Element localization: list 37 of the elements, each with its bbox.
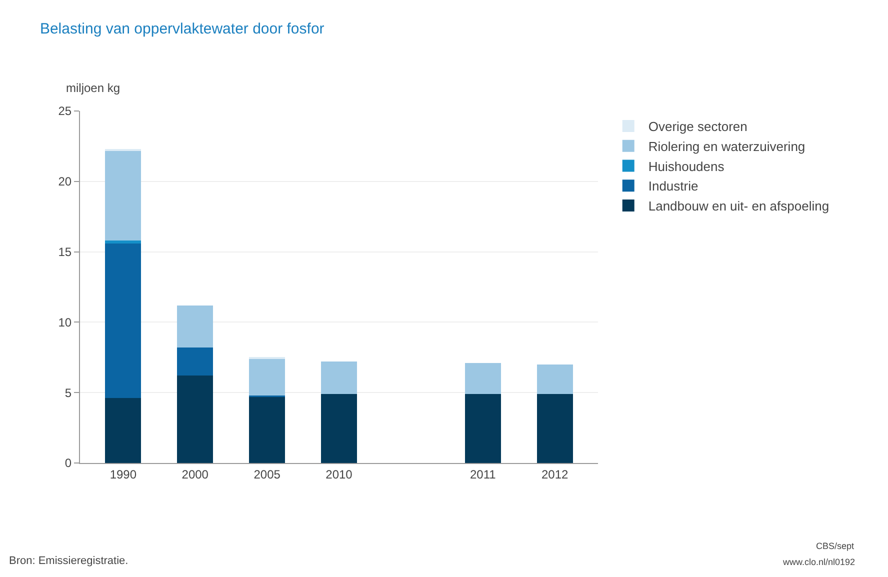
y-tick-label: 15 (58, 245, 72, 259)
bar (105, 240, 142, 244)
bar (536, 364, 573, 394)
legend-label: Landbouw en uit- en afspoeling (648, 198, 830, 214)
bar (249, 358, 286, 396)
legend-label: Riolering en waterzuivering (648, 138, 806, 154)
bar (536, 394, 573, 463)
text: Bron: Emissieregistratie. (9, 555, 128, 567)
bar (105, 150, 142, 241)
bar (105, 243, 142, 398)
y-tick-label: 25 (58, 104, 72, 118)
bar (105, 398, 142, 463)
legend-label: Industrie (648, 178, 698, 194)
x-tick-label: 1990 (110, 467, 137, 482)
x-tick-label: 2011 (470, 467, 496, 482)
bar (321, 362, 357, 394)
bar (464, 394, 501, 463)
y-tick-label: 0 (64, 456, 72, 470)
x-tick-label: 2005 (254, 467, 281, 482)
chart-title: Belasting van oppervlaktewater door fosfor (40, 20, 324, 38)
x-tick-label: 2000 (182, 467, 209, 482)
x-tick-label: 2010 (326, 467, 353, 482)
text: CBS/sept (816, 541, 855, 551)
bar (177, 348, 214, 376)
bar (177, 376, 214, 463)
y-tick-label: 10 (58, 315, 72, 330)
y-tick-label: 20 (58, 174, 72, 189)
y-tick-label: 5 (64, 386, 72, 400)
bar (249, 396, 286, 463)
legend-label: Huishoudens (648, 158, 725, 174)
legend-label: Overige sectoren (648, 119, 748, 134)
bar (177, 305, 214, 348)
text: www.clo.nl/nl0192 (782, 557, 856, 567)
bar (464, 363, 501, 394)
bar (321, 394, 357, 463)
x-tick-label: 2012 (541, 467, 568, 482)
y-axis-title: miljoen kg (66, 81, 120, 95)
